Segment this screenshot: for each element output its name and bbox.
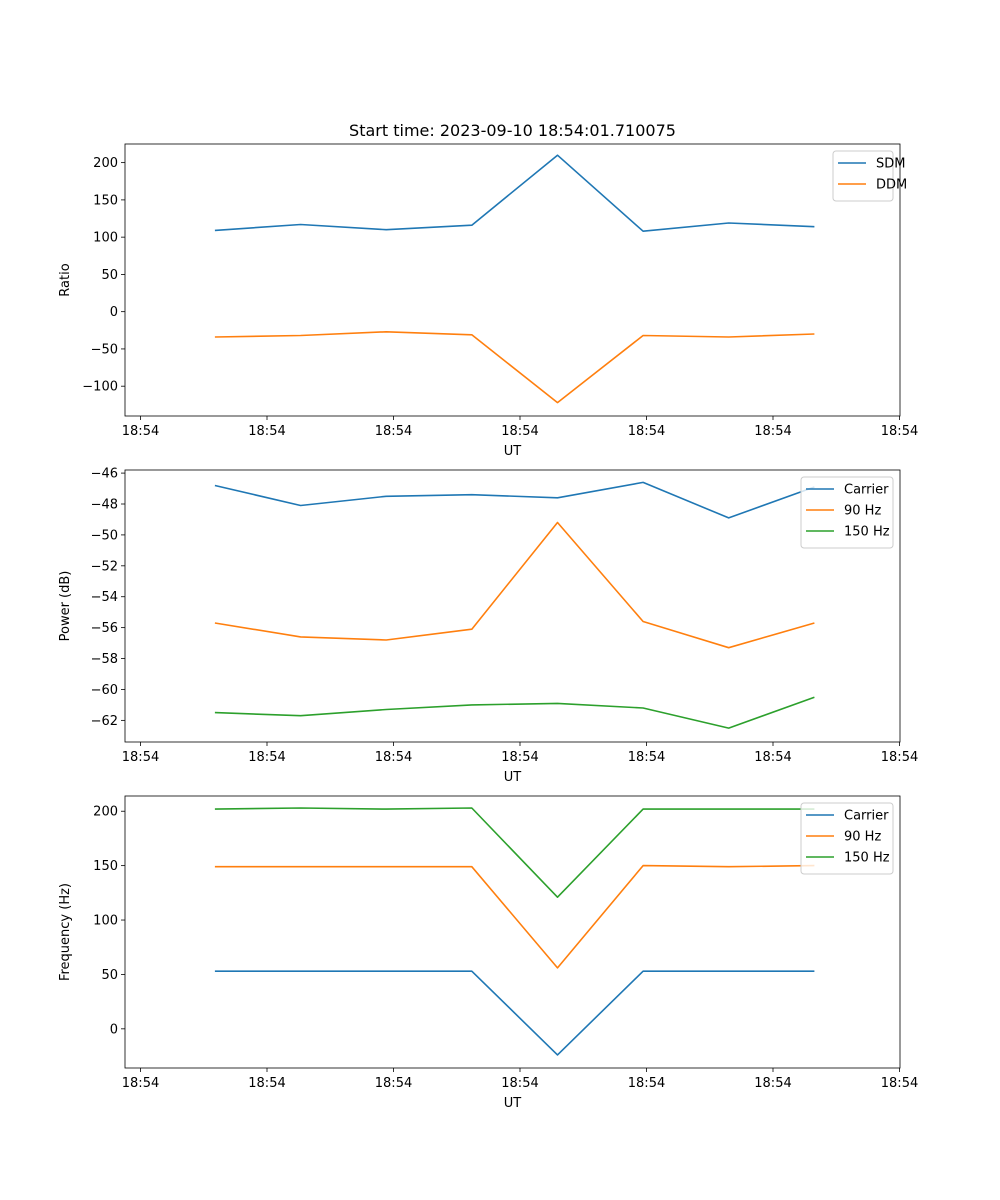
series-line-sdm <box>214 154 815 232</box>
y-tick-label: −56 <box>91 621 118 636</box>
legend-label: DDM <box>876 178 907 193</box>
legend-label: 150 Hz <box>844 525 890 540</box>
y-tick-label: 50 <box>101 968 118 983</box>
y-tick-label: 150 <box>93 859 118 874</box>
x-tick-label: 18:54 <box>881 424 918 439</box>
y-axis-label: Ratio <box>58 263 73 296</box>
subplot-1: 18:5418:5418:5418:5418:5418:5418:5418:55… <box>58 143 918 459</box>
legend: SDM DDM <box>832 150 907 202</box>
axes-frame <box>124 795 901 1069</box>
x-tick-label: 18:54 <box>248 750 285 765</box>
x-tick-label: 18:54 <box>501 424 538 439</box>
y-tick-label: 200 <box>93 805 118 820</box>
chart-title: Start time: 2023-09-10 18:54:01.710075 <box>349 121 676 140</box>
series-line-150-hz <box>214 807 815 899</box>
x-tick-label: 18:54 <box>122 1076 159 1091</box>
x-tick-label: 18:54 <box>628 750 665 765</box>
y-tick-label: −50 <box>91 342 118 357</box>
x-tick-label: 18:54 <box>881 1076 918 1091</box>
x-tick-label: 18:54 <box>248 424 285 439</box>
series-line-ddm <box>214 330 815 404</box>
series-line-150-hz <box>214 696 815 729</box>
x-tick-label: 18:54 <box>754 750 791 765</box>
x-tick-label: 18:54 <box>248 1076 285 1091</box>
y-tick-label: −62 <box>91 714 118 729</box>
x-tick-label: 18:54 <box>881 750 918 765</box>
x-tick-label: 18:54 <box>501 750 538 765</box>
y-tick-label: 50 <box>101 268 118 283</box>
y-tick-label: −52 <box>91 559 118 574</box>
y-tick-label: −48 <box>91 498 118 513</box>
y-tick-label: −58 <box>91 652 118 667</box>
y-tick-label: −54 <box>91 590 118 605</box>
y-tick-label: 100 <box>93 914 118 929</box>
x-tick-label: 18:54 <box>375 750 412 765</box>
y-tick-label: 0 <box>110 1022 118 1037</box>
axes-frame <box>124 143 901 417</box>
legend-label: SDM <box>876 157 905 172</box>
x-tick-label: 18:54 <box>375 1076 412 1091</box>
x-tick-label: 18:54 <box>122 424 159 439</box>
x-tick-label: 18:54 <box>628 1076 665 1091</box>
x-axis-label: UT <box>504 770 522 785</box>
series-line-carrier <box>214 970 815 1056</box>
y-tick-label: −60 <box>91 683 118 698</box>
legend: Carrier 90 Hz 150 Hz <box>800 802 894 875</box>
legend-label: 150 Hz <box>844 851 890 866</box>
y-tick-label: −100 <box>82 380 118 395</box>
legend-label: 90 Hz <box>844 504 881 519</box>
subplot-3: 18:5418:5418:5418:5418:5418:5418:5418:55… <box>58 795 918 1111</box>
legend-label: Carrier <box>844 809 889 824</box>
y-tick-label: 100 <box>93 231 118 246</box>
x-tick-label: 18:54 <box>375 424 412 439</box>
subplot-2: 18:5418:5418:5418:5418:5418:5418:5418:55… <box>58 467 918 785</box>
series-line-90-hz <box>214 864 815 969</box>
x-tick-label: 18:54 <box>501 1076 538 1091</box>
axes-frame <box>124 469 901 743</box>
x-axis-label: UT <box>504 1096 522 1111</box>
legend-label: 90 Hz <box>844 830 881 845</box>
x-tick-label: 18:54 <box>122 750 159 765</box>
legend: Carrier 90 Hz 150 Hz <box>800 476 894 549</box>
plots: 18:5418:5418:5418:5418:5418:5418:5418:55… <box>58 143 918 1111</box>
y-tick-label: 200 <box>93 156 118 171</box>
y-axis-label: Power (dB) <box>58 571 73 642</box>
y-tick-label: −50 <box>91 528 118 543</box>
y-tick-label: −46 <box>91 467 118 482</box>
legend-label: Carrier <box>844 483 889 498</box>
series-line-90-hz <box>214 521 815 649</box>
y-tick-label: 0 <box>110 305 118 320</box>
x-axis-label: UT <box>504 444 522 459</box>
x-tick-label: 18:54 <box>754 424 791 439</box>
series-line-carrier <box>214 481 815 519</box>
y-tick-label: 150 <box>93 193 118 208</box>
x-tick-label: 18:54 <box>628 424 665 439</box>
y-axis-label: Frequency (Hz) <box>58 883 73 981</box>
x-tick-label: 18:54 <box>754 1076 791 1091</box>
